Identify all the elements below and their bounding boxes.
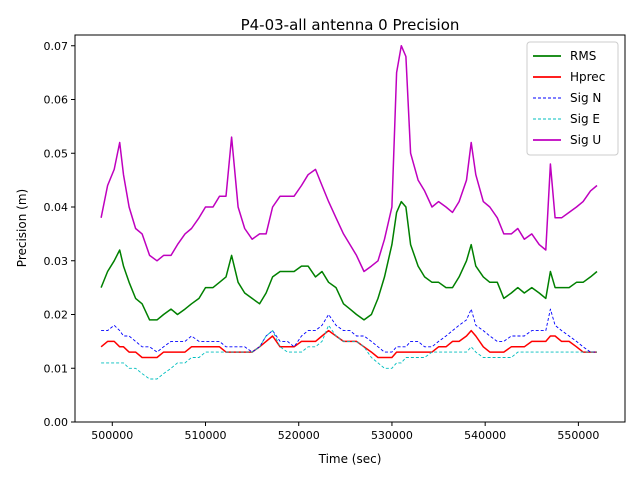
x-tick-label: 550000 bbox=[557, 429, 599, 442]
y-tick-label: 0.06 bbox=[44, 94, 69, 107]
y-axis-ticks: 0.00 0.01 0.02 0.03 0.04 0.05 0.06 0.07 bbox=[44, 40, 75, 429]
x-tick-label: 530000 bbox=[371, 429, 413, 442]
series-line-hprec bbox=[100, 329, 597, 359]
legend-label: Sig N bbox=[570, 91, 601, 105]
x-tick-label: 500000 bbox=[91, 429, 133, 442]
legend-box bbox=[526, 41, 619, 156]
x-axis-ticks: 500000 510000 520000 530000 540000 550000 bbox=[91, 422, 599, 442]
y-axis-label: Precision (m) bbox=[15, 189, 29, 267]
x-tick-label: 520000 bbox=[278, 429, 320, 442]
legend-label: Sig E bbox=[570, 112, 600, 126]
y-tick-label: 0.07 bbox=[44, 40, 69, 53]
x-axis-label: Time (sec) bbox=[318, 452, 382, 466]
y-tick-label: 0.00 bbox=[44, 416, 69, 429]
y-tick-label: 0.05 bbox=[44, 147, 69, 160]
series-line-rms bbox=[100, 200, 598, 321]
y-tick-label: 0.01 bbox=[44, 362, 69, 375]
legend-label: Hprec bbox=[570, 70, 605, 84]
x-tick-label: 540000 bbox=[464, 429, 506, 442]
x-tick-label: 510000 bbox=[185, 429, 227, 442]
y-tick-label: 0.04 bbox=[44, 201, 69, 214]
y-tick-label: 0.02 bbox=[44, 309, 69, 322]
series-line-sig-u bbox=[100, 44, 598, 273]
plot-frame bbox=[74, 34, 626, 423]
series-lines bbox=[100, 44, 598, 380]
legend-label: RMS bbox=[570, 49, 596, 63]
legend-label: Sig U bbox=[570, 133, 601, 147]
series-line-sig-e bbox=[101, 324, 597, 380]
y-tick-label: 0.03 bbox=[44, 255, 69, 268]
chart-title: P4-03-all antenna 0 Precision bbox=[241, 16, 460, 34]
series-line-sig-n bbox=[101, 308, 597, 353]
series-group bbox=[100, 44, 598, 380]
legend: RMS Hprec Sig N Sig E Sig U bbox=[526, 41, 619, 156]
